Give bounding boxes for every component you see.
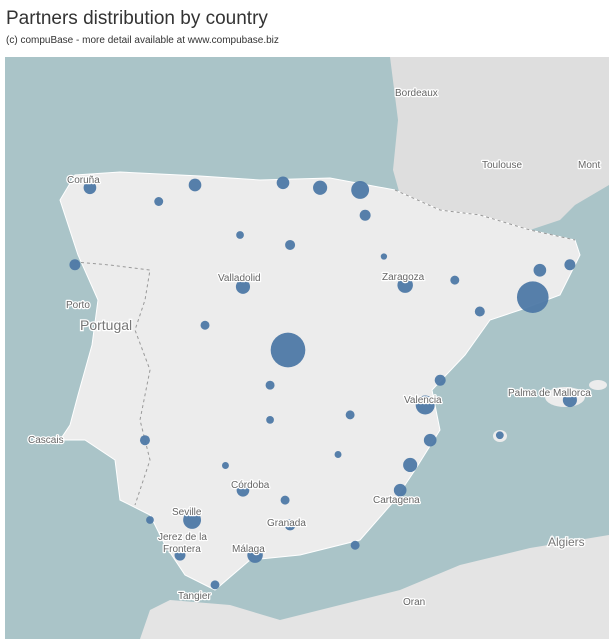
partner-bubble xyxy=(276,176,290,190)
partner-bubble xyxy=(200,320,210,330)
partner-bubble xyxy=(183,511,202,529)
partner-bubble xyxy=(236,231,244,239)
partner-bubble xyxy=(236,483,250,497)
place-label: Algiers xyxy=(548,535,585,549)
place-label: Porto xyxy=(66,300,90,311)
partner-bubble xyxy=(270,332,306,368)
place-label: Palma de Mallorca xyxy=(508,388,591,399)
partner-bubble xyxy=(139,435,150,446)
partner-bubble xyxy=(235,279,251,294)
border xyxy=(74,261,151,506)
place-label: Mont xyxy=(578,160,600,171)
partner-bubble xyxy=(516,281,549,314)
partner-bubble xyxy=(146,516,154,524)
place-label: Frontera xyxy=(163,544,201,555)
partner-bubble xyxy=(393,483,407,497)
place-label: Seville xyxy=(172,507,202,518)
partner-bubble xyxy=(434,374,446,386)
place-label: Cartagena xyxy=(373,495,420,506)
partner-bubble xyxy=(474,306,485,317)
place-label: Jerez de la xyxy=(158,532,207,543)
partner-bubble xyxy=(285,239,296,250)
partner-bubble xyxy=(247,547,263,563)
partner-bubble xyxy=(210,580,220,590)
place-label: Zaragoza xyxy=(382,272,425,283)
africa xyxy=(140,535,609,639)
partner-bubble xyxy=(423,433,437,447)
place-label: Cascais xyxy=(28,435,64,446)
place-label: Málaga xyxy=(232,544,265,555)
partner-bubble xyxy=(266,415,274,424)
partner-bubble xyxy=(221,462,229,469)
france xyxy=(390,57,609,230)
partner-bubble xyxy=(533,263,547,277)
partner-bubble xyxy=(351,181,370,199)
partner-bubble xyxy=(69,259,81,271)
partner-bubble xyxy=(154,197,164,206)
place-label: Valencia xyxy=(404,395,442,406)
partner-bubble xyxy=(380,253,388,260)
island xyxy=(589,380,607,390)
partner-bubble xyxy=(334,451,342,458)
partner-bubble xyxy=(345,410,355,420)
partner-bubble xyxy=(403,457,418,473)
partner-bubble xyxy=(415,395,435,415)
place-label: Oran xyxy=(403,597,425,608)
partner-bubble xyxy=(83,181,97,195)
partner-bubble xyxy=(280,495,290,505)
partner-bubble xyxy=(495,431,504,440)
place-label: Valladolid xyxy=(218,273,261,284)
partner-bubble xyxy=(359,209,371,221)
border xyxy=(394,189,576,241)
partner-bubble xyxy=(350,540,360,550)
title: Partners distribution by country xyxy=(6,8,268,29)
partner-bubble xyxy=(174,549,186,561)
place-label: Granada xyxy=(267,518,306,529)
partner-bubble xyxy=(397,277,413,293)
place-label: Coruña xyxy=(67,175,100,186)
subtitle: (c) compuBase - more detail available at… xyxy=(6,35,279,46)
place-label: Córdoba xyxy=(231,480,270,491)
partner-bubble xyxy=(562,392,577,408)
country-label: Portugal xyxy=(80,317,132,333)
place-label: Toulouse xyxy=(482,160,522,171)
partner-bubble xyxy=(265,380,275,390)
partner-bubble xyxy=(188,178,202,192)
place-label: Tangier xyxy=(178,591,211,602)
place-label: Bordeaux xyxy=(395,88,438,99)
partner-bubble xyxy=(313,180,328,195)
partner-bubble xyxy=(450,275,460,285)
partner-bubble xyxy=(564,259,576,271)
partner-bubble xyxy=(284,519,296,531)
